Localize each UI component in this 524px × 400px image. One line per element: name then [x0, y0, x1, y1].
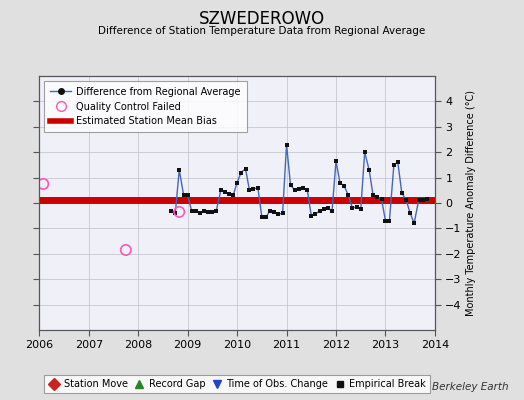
Point	[278, 210, 287, 216]
Point	[373, 194, 381, 200]
Point	[291, 187, 299, 194]
Point	[212, 208, 221, 214]
Point	[242, 166, 250, 172]
Text: Berkeley Earth: Berkeley Earth	[432, 382, 508, 392]
Point	[402, 197, 410, 204]
Point	[286, 182, 294, 188]
Point	[394, 159, 402, 166]
Y-axis label: Monthly Temperature Anomaly Difference (°C): Monthly Temperature Anomaly Difference (…	[466, 90, 476, 316]
Point	[233, 180, 242, 186]
Legend: Difference from Regional Average, Quality Control Failed, Estimated Station Mean: Difference from Regional Average, Qualit…	[44, 81, 247, 132]
Point	[254, 184, 262, 191]
Point	[406, 210, 414, 216]
Point	[418, 197, 427, 204]
Point	[365, 167, 373, 173]
Point	[356, 206, 365, 212]
Point	[282, 141, 291, 148]
Point	[377, 196, 386, 202]
Point	[208, 209, 216, 215]
Point	[353, 204, 361, 210]
Point	[224, 191, 233, 197]
Point	[221, 188, 229, 195]
Point	[294, 186, 303, 192]
Point	[398, 190, 406, 196]
Point	[299, 184, 307, 191]
Point	[332, 158, 340, 164]
Point	[320, 206, 328, 212]
Point	[183, 192, 192, 198]
Point	[122, 247, 130, 253]
Point	[245, 187, 254, 194]
Point	[188, 208, 196, 214]
Point	[414, 197, 423, 204]
Point	[258, 214, 266, 220]
Point	[344, 192, 353, 198]
Point	[422, 196, 431, 202]
Text: Difference of Station Temperature Data from Regional Average: Difference of Station Temperature Data f…	[99, 26, 425, 36]
Point	[237, 169, 245, 176]
Point	[410, 220, 418, 226]
Point	[361, 149, 369, 155]
Point	[348, 205, 356, 211]
Point	[175, 209, 183, 215]
Point	[196, 210, 204, 216]
Point	[171, 210, 180, 216]
Point	[39, 181, 48, 187]
Legend: Station Move, Record Gap, Time of Obs. Change, Empirical Break: Station Move, Record Gap, Time of Obs. C…	[44, 375, 430, 393]
Point	[390, 162, 398, 168]
Point	[385, 218, 394, 224]
Point	[204, 209, 213, 215]
Point	[323, 205, 332, 211]
Point	[303, 187, 312, 194]
Point	[381, 218, 390, 224]
Point	[307, 212, 315, 219]
Point	[369, 192, 377, 198]
Text: SZWEDEROWO: SZWEDEROWO	[199, 10, 325, 28]
Point	[274, 211, 282, 218]
Point	[216, 187, 225, 194]
Point	[328, 208, 336, 214]
Point	[192, 208, 200, 214]
Point	[200, 208, 208, 214]
Point	[229, 192, 237, 198]
Point	[261, 214, 270, 220]
Point	[311, 211, 320, 218]
Point	[266, 208, 275, 214]
Point	[336, 180, 344, 186]
Point	[340, 183, 348, 190]
Point	[249, 186, 258, 192]
Point	[167, 208, 176, 214]
Point	[180, 192, 188, 198]
Point	[270, 209, 278, 215]
Point	[315, 208, 324, 214]
Point	[175, 167, 183, 173]
